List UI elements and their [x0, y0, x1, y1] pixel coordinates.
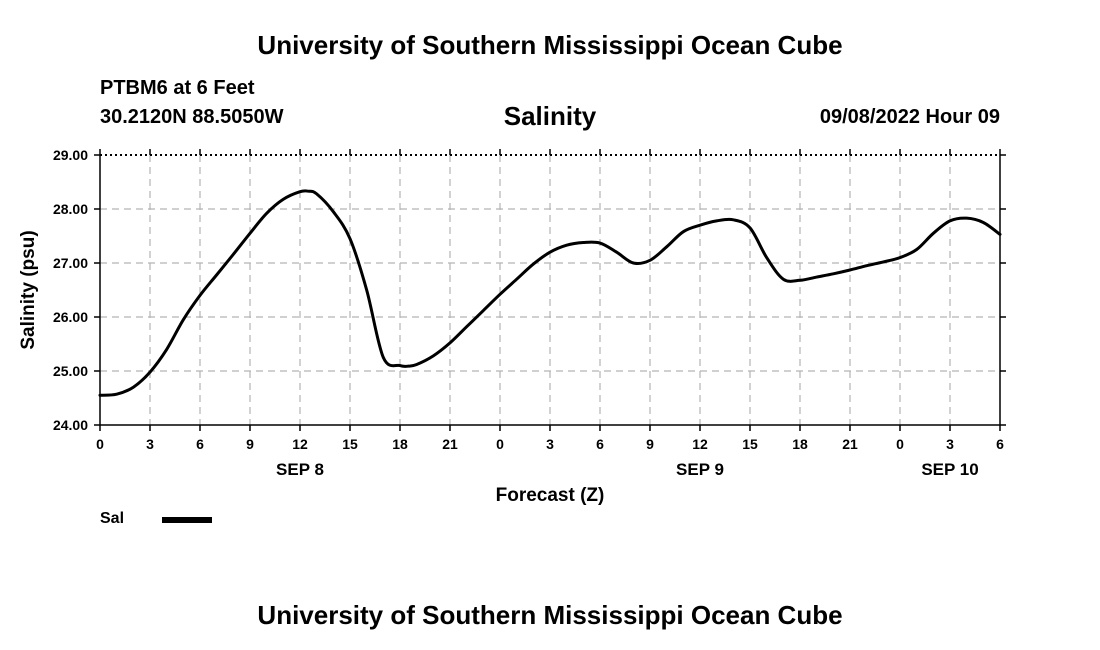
x-tick-label: 21 — [842, 436, 858, 452]
x-tick-label: 6 — [196, 436, 204, 452]
y-tick-label: 25.00 — [53, 363, 88, 379]
coordinates-label: 30.2120N 88.5050W — [100, 106, 284, 128]
x-tick-label: 0 — [896, 436, 904, 452]
x-tick-label: 12 — [292, 436, 308, 452]
x-tick-label: 3 — [946, 436, 954, 452]
date-label: SEP 9 — [676, 460, 724, 479]
x-tick-label: 6 — [996, 436, 1004, 452]
y-tick-label: 24.00 — [53, 417, 88, 433]
x-tick-label: 12 — [692, 436, 708, 452]
x-tick-label: 21 — [442, 436, 458, 452]
x-tick-label: 3 — [146, 436, 154, 452]
x-tick-label: 18 — [392, 436, 408, 452]
x-tick-label: 18 — [792, 436, 808, 452]
page-title: University of Southern Mississippi Ocean… — [257, 30, 843, 60]
x-tick-label: 3 — [546, 436, 554, 452]
x-tick-label: 9 — [646, 436, 654, 452]
y-axis-title: Salinity (psu) — [18, 230, 39, 349]
x-tick-label: 0 — [96, 436, 104, 452]
y-tick-label: 28.00 — [53, 201, 88, 217]
legend-label: Sal — [100, 510, 125, 527]
station-label: PTBM6 at 6 Feet — [100, 77, 255, 99]
footer-title: University of Southern Mississippi Ocean… — [257, 600, 843, 630]
chart-grid — [100, 155, 1000, 425]
y-tick-label: 27.00 — [53, 255, 88, 271]
x-tick-label: 6 — [596, 436, 604, 452]
chart-title: Salinity — [503, 101, 597, 131]
y-tick-label: 26.00 — [53, 309, 88, 325]
series-line-sal — [98, 189, 1002, 397]
x-tick-label: 9 — [246, 436, 254, 452]
chart-series — [98, 189, 1002, 397]
x-axis-title: Forecast (Z) — [496, 485, 605, 506]
date-label: SEP 8 — [276, 460, 324, 479]
forecast-timestamp: 09/08/2022 Hour 09 — [819, 106, 1000, 128]
legend-swatch — [162, 517, 212, 523]
x-tick-label: 0 — [496, 436, 504, 452]
chart-axes: 0 3 6 9 12 15 18 21 0 3 6 9 12 15 18 21 0 3 6 24.00 25.00 26.… — [18, 147, 1006, 506]
y-tick-label: 29.00 — [53, 147, 88, 163]
x-tick-label: 15 — [742, 436, 758, 452]
x-tick-label: 15 — [342, 436, 358, 452]
date-label: SEP 10 — [921, 460, 978, 479]
